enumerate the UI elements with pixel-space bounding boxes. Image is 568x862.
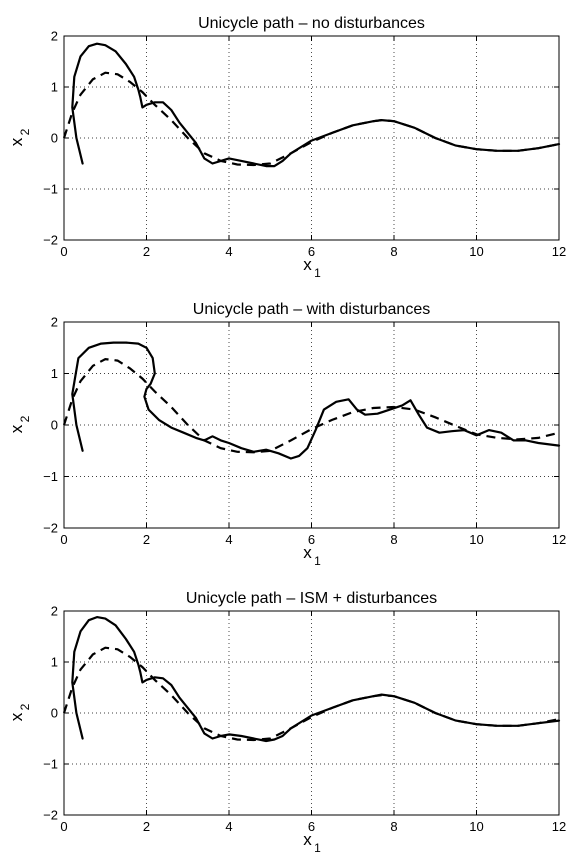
x-tick-label: 2 <box>143 244 150 259</box>
x-axis-label-subscript: 1 <box>314 266 321 280</box>
y-tick-label: −2 <box>43 808 58 823</box>
y-tick-label: 0 <box>51 418 58 433</box>
y-axis-label-subscript: 2 <box>18 128 32 135</box>
actual-path-line <box>71 341 561 460</box>
x-tick-label: 6 <box>308 819 315 834</box>
y-tick-label: 1 <box>51 366 58 381</box>
x-tick-label: 0 <box>60 819 67 834</box>
reference-path-line <box>62 646 560 742</box>
x-tick-label: 0 <box>60 244 67 259</box>
x-tick-label: 8 <box>390 532 397 547</box>
y-tick-label: −1 <box>43 469 58 484</box>
x-tick-label: 0 <box>60 532 67 547</box>
chart-title: Unicycle path – ISM + disturbances <box>186 590 437 607</box>
x-tick-label: 10 <box>469 819 483 834</box>
y-tick-label: −1 <box>43 757 58 772</box>
x-axis-label: x <box>303 543 312 562</box>
actual-path-line <box>71 42 561 168</box>
y-tick-label: −1 <box>43 182 58 197</box>
x-tick-label: 12 <box>552 819 566 834</box>
y-tick-label: −2 <box>43 233 58 248</box>
y-tick-label: 1 <box>51 80 58 95</box>
reference-path-line <box>62 357 560 454</box>
y-axis-label-group: x2 <box>7 128 32 146</box>
x-tick-label: 8 <box>390 819 397 834</box>
y-axis-label-group: x2 <box>7 703 32 721</box>
chart-title: Unicycle path – with disturbances <box>193 301 430 318</box>
x-tick-label: 10 <box>469 244 483 259</box>
x-axis-label-subscript: 1 <box>314 841 321 855</box>
y-axis-label: x <box>7 712 26 721</box>
y-tick-label: 2 <box>51 604 58 619</box>
x-axis-label: x <box>303 255 312 274</box>
chart-panel-3: Unicycle path – ISM + disturbances 0 2 4 6 8 1… <box>7 590 566 855</box>
y-tick-label: −2 <box>43 521 58 536</box>
actual-path-line <box>71 616 561 743</box>
y-axis-label-group: x2 <box>7 415 32 433</box>
x-tick-label: 12 <box>552 244 566 259</box>
y-tick-label: 2 <box>51 315 58 330</box>
reference-path-line <box>62 71 560 167</box>
y-tick-label: 0 <box>51 706 58 721</box>
x-tick-label: 4 <box>225 532 232 547</box>
y-axis-label: x <box>7 424 26 433</box>
x-tick-label: 12 <box>552 532 566 547</box>
chart-title: Unicycle path – no disturbances <box>198 15 425 32</box>
x-tick-label: 6 <box>308 244 315 259</box>
y-tick-label: 0 <box>51 131 58 146</box>
x-tick-label: 4 <box>225 819 232 834</box>
x-axis-label-subscript: 1 <box>314 554 321 568</box>
y-axis-label-subscript: 2 <box>18 703 32 710</box>
x-tick-label: 2 <box>143 532 150 547</box>
x-tick-label: 2 <box>143 819 150 834</box>
x-tick-label: 4 <box>225 244 232 259</box>
x-axis-label: x <box>303 830 312 849</box>
y-axis-label: x <box>7 137 26 146</box>
y-axis-label-subscript: 2 <box>18 415 32 422</box>
y-tick-label: 1 <box>51 655 58 670</box>
y-tick-label: 2 <box>51 29 58 44</box>
x-tick-label: 8 <box>390 244 397 259</box>
x-tick-label: 10 <box>469 532 483 547</box>
x-tick-label: 6 <box>308 532 315 547</box>
